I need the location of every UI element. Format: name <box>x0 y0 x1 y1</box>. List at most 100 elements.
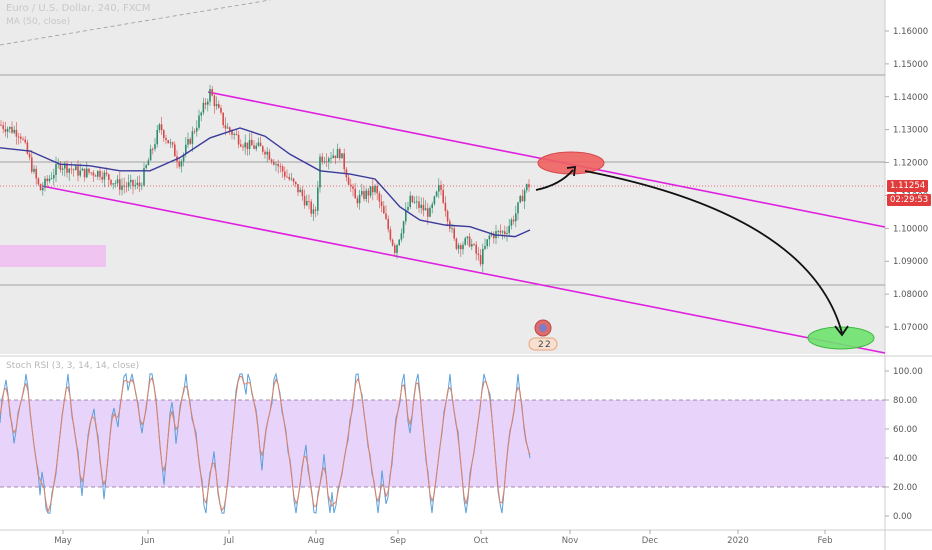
candle-body <box>435 191 438 197</box>
candle-body <box>352 186 354 189</box>
candle-body <box>407 206 409 211</box>
candle-body <box>185 144 187 155</box>
candles <box>0 84 530 273</box>
candle-body <box>141 185 143 187</box>
candle-body <box>257 142 260 146</box>
candle-body <box>244 142 246 148</box>
candle-body <box>143 168 145 186</box>
candle-body <box>341 153 343 159</box>
candle-body <box>385 213 387 220</box>
candle-body <box>75 166 77 171</box>
candle-body <box>92 172 95 176</box>
time-tick-label: Nov <box>562 536 579 546</box>
candle-body <box>178 161 180 167</box>
candle-body <box>37 178 40 185</box>
candle-body <box>519 196 521 203</box>
candle-body <box>189 139 191 144</box>
candle-body <box>312 209 315 214</box>
candle-body <box>68 168 70 173</box>
candle-body <box>42 187 44 191</box>
dashed-trendline <box>0 0 271 46</box>
candle-body <box>136 182 139 185</box>
candle-body <box>506 232 508 235</box>
candle-body <box>35 168 37 179</box>
price-pane[interactable] <box>0 0 885 354</box>
candle-body <box>464 238 466 245</box>
candle-body <box>259 142 262 147</box>
candle-body <box>405 210 407 222</box>
candle-body <box>350 184 352 187</box>
candle-body <box>248 139 251 149</box>
candle-body <box>83 168 86 178</box>
candle-body <box>9 126 11 129</box>
candle-body <box>200 112 202 116</box>
candle-body <box>152 148 154 150</box>
candle-body <box>330 157 332 159</box>
price-tick-label: 1.07000 <box>893 323 928 333</box>
countdown-badge: 02:29:53 <box>887 194 932 206</box>
targets[interactable] <box>535 151 875 350</box>
candle-body <box>462 244 464 250</box>
candle-body <box>105 172 108 175</box>
candle-body <box>413 201 416 203</box>
rsi-tick-label: 40.00 <box>893 454 917 464</box>
candle-body <box>358 194 361 204</box>
symbol-legend[interactable]: Euro / U.S. Dollar, 240, FXCM <box>6 3 151 14</box>
price-tick-label: 1.12000 <box>893 159 928 169</box>
candle-body <box>123 185 125 187</box>
candle-body <box>354 188 356 199</box>
candle-body <box>332 155 334 158</box>
badge-count-2: 2 <box>545 340 551 350</box>
candle-body <box>182 154 185 162</box>
candle-body <box>317 187 319 211</box>
candle-body <box>121 185 123 190</box>
candle-body <box>191 131 194 144</box>
candle-body <box>222 112 224 126</box>
candle-body <box>523 190 526 202</box>
candle-body <box>391 239 394 246</box>
candle-body <box>158 124 161 130</box>
candle-body <box>323 161 326 163</box>
grid <box>0 0 885 286</box>
candle-body <box>180 161 183 167</box>
candle-body <box>138 182 141 187</box>
candle-body <box>411 195 414 203</box>
candle-body <box>145 165 147 169</box>
candle-body <box>383 206 385 214</box>
price-tick-label: 1.16000 <box>893 27 928 37</box>
idea-badge-icon[interactable]: 2 2 <box>525 318 561 354</box>
candle-body <box>504 231 506 235</box>
candle-body <box>471 244 473 247</box>
candle-body <box>286 176 288 178</box>
candle-body <box>237 134 240 145</box>
time-tick-label: Jul <box>223 536 234 546</box>
candle-body <box>246 142 249 149</box>
candle-body <box>380 201 383 207</box>
rsi-legend[interactable]: Stoch RSI (3, 3, 14, 14, close) <box>6 361 140 371</box>
time-tick-label: Sep <box>390 536 406 546</box>
price-tick-label: 1.10000 <box>893 224 928 234</box>
candle-body <box>303 196 306 206</box>
time-tick-label: May <box>54 536 72 546</box>
candle-body <box>99 170 101 177</box>
candle-body <box>108 174 110 180</box>
time-tick-label: 2020 <box>727 536 749 546</box>
candle-body <box>427 208 429 217</box>
candle-body <box>187 139 189 145</box>
candle-body <box>319 156 321 188</box>
candle-body <box>174 144 176 157</box>
candle-body <box>22 138 24 140</box>
candle-body <box>72 169 75 171</box>
candle-body <box>251 139 253 146</box>
candle-body <box>220 107 222 113</box>
zone-rectangle <box>0 245 106 267</box>
rsi-tick-label: 100.00 <box>893 367 923 377</box>
price-tick-label: 1.13000 <box>893 126 928 136</box>
candle-body <box>132 179 134 187</box>
candle-body <box>363 191 365 199</box>
candle-body <box>389 229 392 240</box>
candle-body <box>308 201 310 202</box>
ma-legend[interactable]: MA (50, close) <box>6 17 71 27</box>
candle-body <box>97 170 99 177</box>
